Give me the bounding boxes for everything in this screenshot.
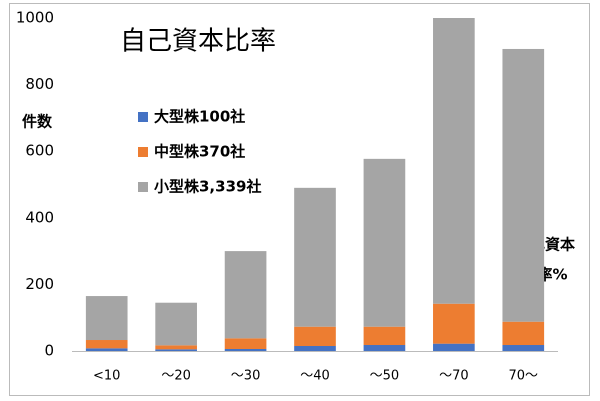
legend-swatch: [138, 147, 148, 157]
bar-segment: [155, 349, 197, 351]
bar-segment: [85, 348, 128, 351]
legend-label: 小型株3,339社: [154, 178, 261, 196]
bar-segment: [502, 48, 545, 322]
bar-segment: [85, 340, 128, 349]
bar-segment: [363, 326, 406, 346]
bar-segment: [155, 345, 197, 350]
y-tick-label: 0: [44, 342, 54, 360]
bar-segment: [502, 345, 545, 351]
bar-segment: [85, 296, 128, 341]
y-tick-label: 600: [25, 142, 54, 160]
y-tick-label: 200: [25, 275, 54, 293]
chart-title: 自己資本比率: [120, 27, 276, 57]
chart-frame: [9, 3, 590, 396]
legend-swatch: [138, 182, 148, 192]
x-tick-label: ～20: [161, 369, 191, 384]
bar-segment: [294, 187, 336, 327]
legend-swatch: [138, 112, 148, 122]
x-tick-label: 70～: [509, 369, 539, 384]
bar-segment: [433, 18, 475, 304]
y-tick-label: 400: [25, 208, 54, 226]
bar-segment: [294, 326, 336, 347]
bar-segment: [363, 158, 406, 327]
x-tick-label: ～70: [439, 369, 469, 384]
x-tick-label: ～30: [231, 369, 261, 384]
x-tick-label: ～40: [300, 369, 330, 384]
y-tick-label: 1000: [16, 9, 54, 27]
y-axis-label: 件数: [22, 113, 53, 131]
bar-segment: [502, 321, 545, 346]
x-tick-label: ～50: [370, 369, 400, 384]
bar-segment: [363, 345, 406, 351]
bar-segment: [433, 303, 475, 344]
bar-segment: [224, 251, 267, 339]
bar-segment: [224, 338, 267, 350]
bar-segment: [294, 346, 336, 351]
legend-label: 中型株370社: [154, 143, 245, 161]
x-tick-label: <10: [93, 369, 120, 384]
legend-label: 大型株100社: [154, 108, 245, 126]
bar-segment: [155, 302, 197, 346]
bar-segment: [224, 349, 267, 351]
bar-segment: [433, 343, 475, 351]
y-tick-label: 800: [25, 75, 54, 93]
